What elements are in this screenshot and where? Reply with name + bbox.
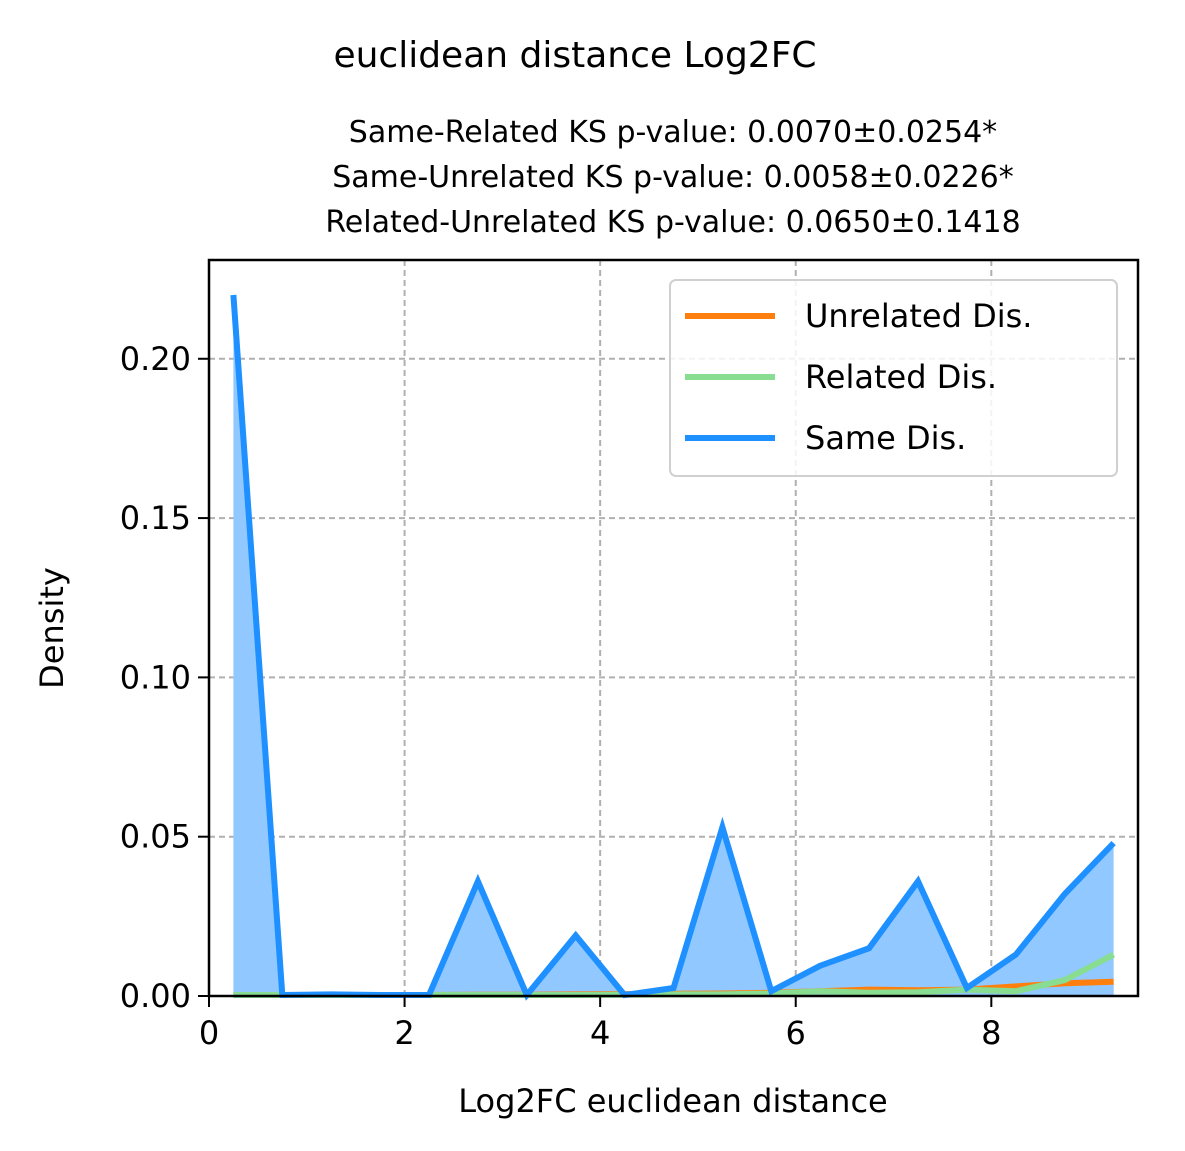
x-tick-label: 0 bbox=[199, 1014, 219, 1052]
legend: Unrelated Dis. Related Dis. Same Dis. bbox=[669, 279, 1118, 477]
y-axis-label: Density bbox=[33, 567, 71, 689]
axis-ticks: 0 2 4 6 8 0.00 0.05 0.10 0.15 0.20 bbox=[120, 340, 1002, 1052]
chart-title: euclidean distance Log2FC bbox=[333, 35, 816, 76]
chart-subtitle-line-3: Related-Unrelated KS p-value: 0.0650±0.1… bbox=[325, 205, 1020, 240]
legend-box bbox=[669, 279, 1118, 477]
x-tick-label: 8 bbox=[981, 1014, 1001, 1052]
legend-label-unrelated-dis: Unrelated Dis. bbox=[805, 297, 1032, 335]
y-tick-label: 0.10 bbox=[120, 658, 191, 696]
plot-frame bbox=[207, 258, 1140, 998]
y-tick-label: 0.20 bbox=[120, 340, 191, 378]
chart-subtitle-line-2: Same-Unrelated KS p-value: 0.0058±0.0226… bbox=[332, 160, 1014, 195]
chart-subtitle-line-1: Same-Related KS p-value: 0.0070±0.0254* bbox=[349, 115, 997, 150]
y-tick-label: 0.00 bbox=[120, 977, 191, 1015]
legend-label-same-dis: Same Dis. bbox=[805, 419, 966, 457]
x-axis-label: Log2FC euclidean distance bbox=[458, 1082, 887, 1120]
x-tick-label: 6 bbox=[786, 1014, 806, 1052]
y-tick-label: 0.05 bbox=[120, 818, 191, 856]
x-tick-label: 4 bbox=[590, 1014, 610, 1052]
x-tick-label: 2 bbox=[394, 1014, 414, 1052]
y-tick-label: 0.15 bbox=[120, 499, 191, 537]
legend-label-related-dis: Related Dis. bbox=[805, 358, 997, 396]
